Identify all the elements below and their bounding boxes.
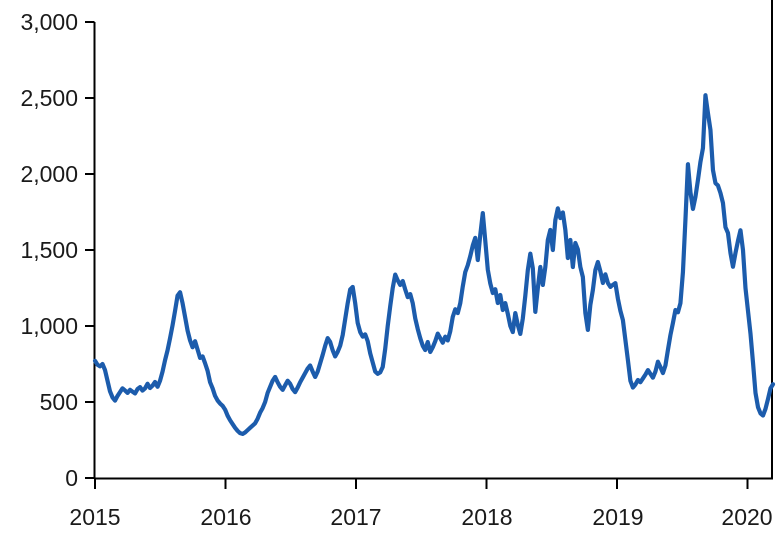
x-axis-label-2015: 2015: [69, 504, 121, 530]
y-axis-label-0: 0: [65, 465, 78, 491]
x-axis-label-2020: 2020: [721, 504, 773, 530]
y-axis-label-3000: 3,000: [20, 9, 78, 35]
x-axis-label-2019: 2019: [592, 504, 644, 530]
y-axis-label-1500: 1,500: [20, 237, 78, 263]
y-axis-label-1000: 1,000: [20, 313, 78, 339]
x-axis-label-2017: 2017: [330, 504, 382, 530]
y-axis-label-2000: 2,000: [20, 161, 78, 187]
data-line-series: [92, 93, 776, 437]
x-axis-label-2018: 2018: [461, 504, 513, 530]
y-axis-label-500: 500: [39, 389, 78, 415]
x-axis-label-2016: 2016: [200, 504, 252, 530]
y-axis-label-2500: 2,500: [20, 85, 78, 111]
